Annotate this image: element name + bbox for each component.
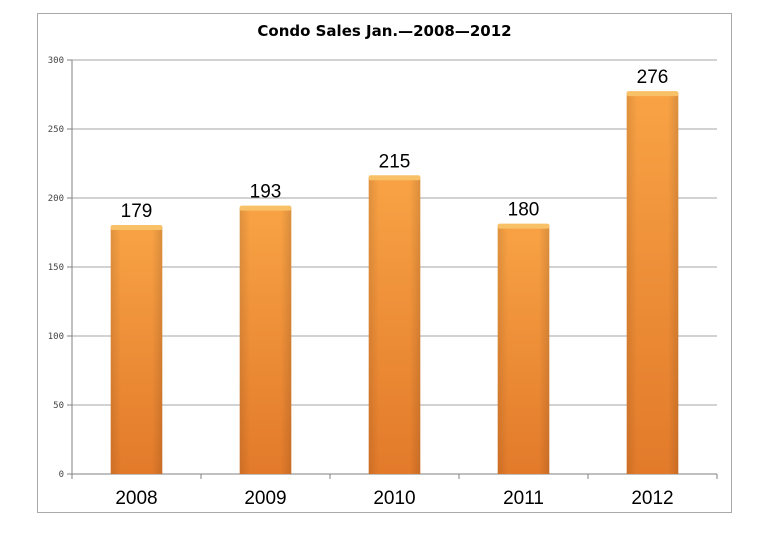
x-tick-label: 2008: [115, 488, 157, 509]
bar-2012: [626, 91, 679, 475]
data-label: 193: [250, 182, 282, 203]
data-label: 179: [121, 201, 153, 222]
bar-cap: [368, 175, 421, 181]
y-tick-label: 150: [48, 263, 64, 273]
bar-2011: [497, 223, 550, 474]
bar-2010: [368, 175, 421, 475]
y-tick-label: 100: [48, 332, 64, 342]
y-tick-label: 300: [48, 56, 64, 66]
x-tick-label: 2012: [631, 488, 673, 509]
bar-shade: [497, 225, 550, 474]
bar-shade: [239, 207, 292, 474]
x-tick-label: 2009: [244, 488, 286, 509]
bar-cap: [497, 223, 550, 229]
bar-2008: [110, 224, 163, 474]
y-tick-label: 200: [48, 194, 64, 204]
chart-title: Condo Sales Jan.—2008—2012: [257, 22, 512, 40]
y-tick-label: 0: [59, 470, 64, 480]
data-label: 276: [637, 67, 669, 88]
bar-shade: [368, 177, 421, 475]
y-tick-label: 50: [53, 401, 64, 411]
y-tick-label: 250: [48, 125, 64, 135]
bar-cap: [239, 205, 292, 211]
bar-cap: [626, 91, 679, 97]
bar-shade: [626, 93, 679, 475]
data-label: 180: [508, 200, 540, 221]
x-tick-label: 2010: [373, 488, 415, 509]
bar-shade: [110, 226, 163, 474]
bar-cap: [110, 224, 163, 230]
x-tick-label: 2011: [503, 488, 544, 509]
bar-2009: [239, 205, 292, 474]
data-label: 215: [379, 151, 411, 172]
